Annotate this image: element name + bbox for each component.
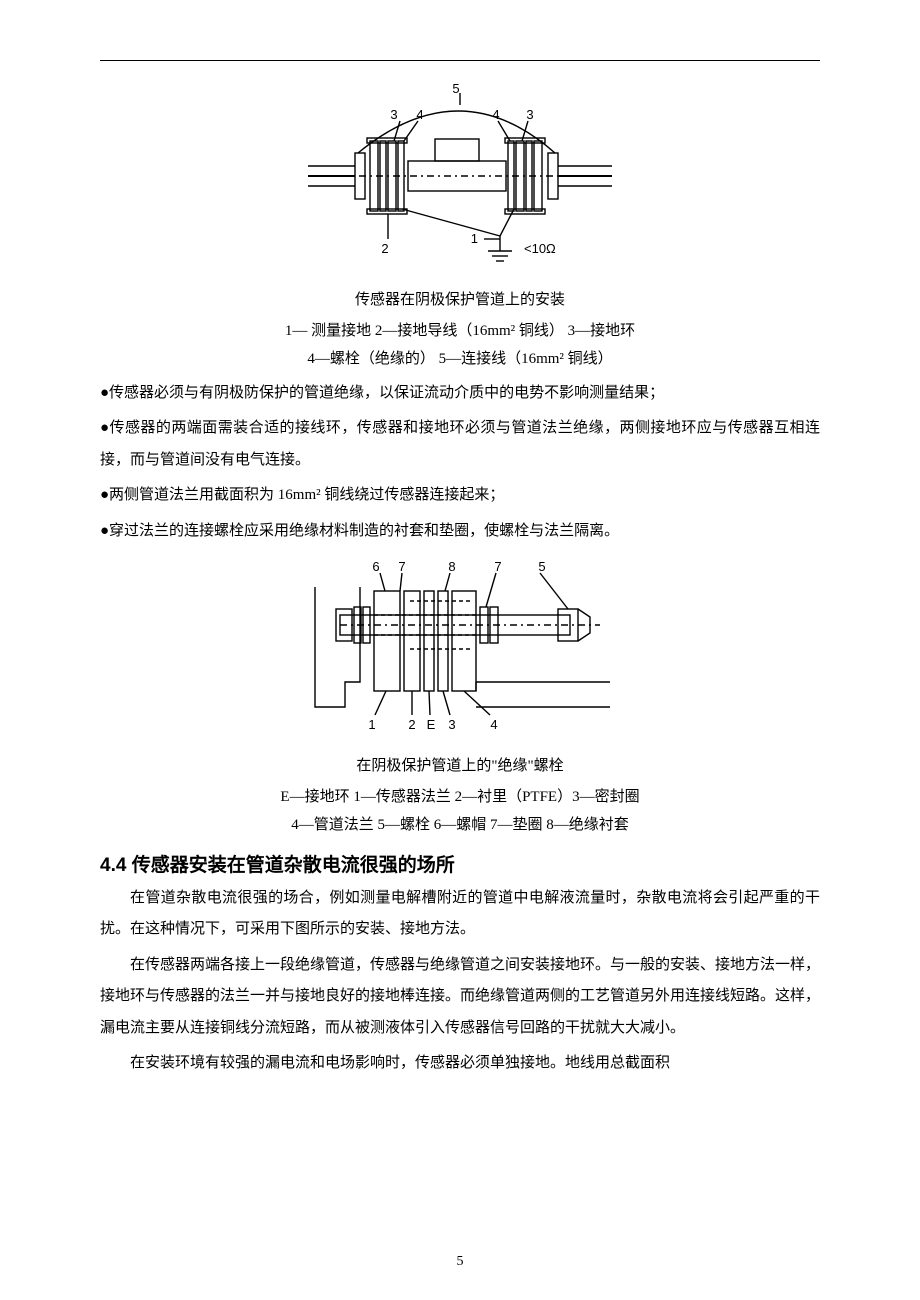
figure-2-caption: 在阴极保护管道上的"绝缘"螺栓 bbox=[100, 752, 820, 781]
section-4-4-p3: 在安装环境有较强的漏电流和电场影响时，传感器必须单独接地。地线用总截面积 bbox=[100, 1048, 820, 1080]
svg-text:2: 2 bbox=[408, 717, 415, 732]
svg-text:3: 3 bbox=[526, 107, 533, 122]
figure-2: 6 7 8 7 5 1 2 E 3 4 bbox=[100, 557, 820, 742]
svg-text:6: 6 bbox=[372, 559, 379, 574]
svg-text:<10Ω: <10Ω bbox=[524, 241, 556, 256]
svg-text:E: E bbox=[427, 717, 436, 732]
svg-text:1: 1 bbox=[471, 231, 478, 246]
section-4-4-p2: 在传感器两端各接上一段绝缘管道，传感器与绝缘管道之间安装接地环。与一般的安装、接… bbox=[100, 950, 820, 1045]
svg-text:4: 4 bbox=[492, 107, 499, 122]
figure-1-svg: 5 3 4 4 3 2 1 <10Ω bbox=[300, 81, 620, 271]
svg-text:7: 7 bbox=[494, 559, 501, 574]
svg-text:5: 5 bbox=[538, 559, 545, 574]
svg-text:4: 4 bbox=[416, 107, 423, 122]
figure-1: 5 3 4 4 3 2 1 <10Ω bbox=[100, 81, 820, 276]
figure-2-svg: 6 7 8 7 5 1 2 E 3 4 bbox=[290, 557, 630, 737]
svg-text:1: 1 bbox=[368, 717, 375, 732]
figure-2-legend-2: 4—管道法兰 5—螺栓 6—螺帽 7—垫圈 8—绝缘衬套 bbox=[100, 811, 820, 840]
page-number: 5 bbox=[0, 1254, 920, 1270]
svg-text:8: 8 bbox=[448, 559, 455, 574]
svg-text:5: 5 bbox=[452, 81, 459, 96]
figure-1-legend-2: 4—螺栓（绝缘的） 5—连接线（16mm² 铜线） bbox=[100, 345, 820, 374]
section-4-4-p1: 在管道杂散电流很强的场合，例如测量电解槽附近的管道中电解液流量时，杂散电流将会引… bbox=[100, 883, 820, 946]
svg-text:4: 4 bbox=[490, 717, 497, 732]
header-rule bbox=[100, 60, 820, 61]
svg-text:3: 3 bbox=[390, 107, 397, 122]
bullet-3: ●两侧管道法兰用截面积为 16mm² 铜线绕过传感器连接起来； bbox=[100, 480, 820, 512]
svg-text:3: 3 bbox=[448, 717, 455, 732]
bullet-2: ●传感器的两端面需装合适的接线环，传感器和接地环必须与管道法兰绝缘，两侧接地环应… bbox=[100, 413, 820, 476]
svg-text:7: 7 bbox=[398, 559, 405, 574]
figure-1-caption: 传感器在阴极保护管道上的安装 bbox=[100, 286, 820, 315]
figure-2-legend-1: E—接地环 1—传感器法兰 2—衬里（PTFE）3—密封圈 bbox=[100, 783, 820, 812]
figure-1-legend-1: 1— 测量接地 2—接地导线（16mm² 铜线） 3—接地环 bbox=[100, 317, 820, 346]
section-heading-4-4: 4.4 传感器安装在管道杂散电流很强的场所 bbox=[100, 850, 820, 877]
bullet-1: ●传感器必须与有阴极防保护的管道绝缘，以保证流动介质中的电势不影响测量结果； bbox=[100, 378, 820, 410]
svg-text:2: 2 bbox=[381, 241, 388, 256]
page: 5 3 4 4 3 2 1 <10Ω 传感器在阴极保护管道上的安装 1— 测量接… bbox=[0, 0, 920, 1300]
bullet-4: ●穿过法兰的连接螺栓应采用绝缘材料制造的衬套和垫圈，使螺栓与法兰隔离。 bbox=[100, 516, 820, 548]
